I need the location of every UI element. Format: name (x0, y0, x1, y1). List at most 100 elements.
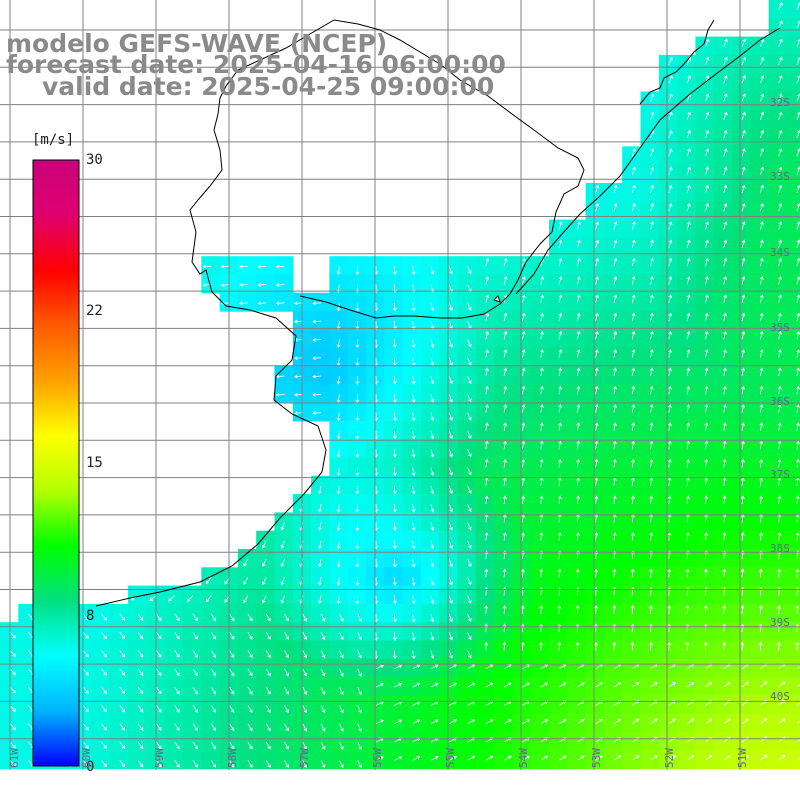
field-cell (659, 55, 678, 74)
field-cell (677, 750, 696, 769)
field-cell (512, 293, 531, 312)
field-cell (659, 256, 678, 275)
field-cell (549, 293, 568, 312)
latitude-label: 36S (770, 395, 790, 408)
wind-speed-field (0, 0, 800, 769)
field-cell (549, 604, 568, 623)
field-cell (604, 348, 623, 367)
field-cell (604, 714, 623, 733)
field-cell (567, 256, 586, 275)
field-cell (567, 421, 586, 440)
field-cell (311, 641, 330, 660)
field-cell (677, 366, 696, 385)
field-cell (256, 750, 275, 769)
field-cell (238, 622, 257, 641)
field-cell (677, 220, 696, 239)
longitude-label: 61W (8, 748, 21, 768)
field-cell (183, 695, 202, 714)
field-cell (512, 494, 531, 513)
field-cell (458, 659, 477, 678)
field-cell (439, 622, 458, 641)
field-cell (311, 567, 330, 586)
field-cell (531, 256, 550, 275)
field-cell (458, 366, 477, 385)
field-cell (659, 458, 678, 477)
field-cell (549, 384, 568, 403)
field-cell (458, 750, 477, 769)
field-cell (421, 641, 440, 660)
field-cell (439, 384, 458, 403)
field-cell (476, 494, 495, 513)
field-cell (677, 732, 696, 751)
longitude-label: 59W (153, 748, 166, 768)
field-cell (439, 458, 458, 477)
field-cell (769, 366, 788, 385)
field-cell (329, 677, 348, 696)
field-cell (604, 494, 623, 513)
field-cell (256, 256, 275, 275)
field-cell (275, 293, 294, 312)
field-cell (494, 750, 513, 769)
field-cell (604, 750, 623, 769)
field-cell (494, 384, 513, 403)
field-cell (604, 220, 623, 239)
field-cell (787, 128, 800, 147)
field-cell (677, 695, 696, 714)
field-cell (750, 165, 769, 184)
field-cell (421, 421, 440, 440)
field-cell (695, 384, 714, 403)
field-cell (641, 732, 660, 751)
field-cell (769, 293, 788, 312)
field-cell (714, 494, 733, 513)
field-cell (458, 384, 477, 403)
field-cell (641, 714, 660, 733)
field-cell (549, 695, 568, 714)
field-cell (714, 146, 733, 165)
field-cell (329, 641, 348, 660)
field-cell (421, 750, 440, 769)
field-cell (183, 750, 202, 769)
field-cell (677, 421, 696, 440)
latitude-label: 37S (770, 468, 790, 481)
field-cell (421, 531, 440, 550)
field-cell (714, 586, 733, 605)
field-cell (494, 732, 513, 751)
field-cell (201, 622, 220, 641)
field-cell (458, 329, 477, 348)
field-cell (769, 348, 788, 367)
field-cell (622, 256, 641, 275)
field-cell (641, 494, 660, 513)
field-cell (567, 531, 586, 550)
field-cell (641, 659, 660, 678)
field-cell (677, 201, 696, 220)
field-cell (714, 567, 733, 586)
field-cell (458, 476, 477, 495)
field-cell (695, 494, 714, 513)
field-cell (641, 256, 660, 275)
field-cell (604, 275, 623, 294)
field-cell (622, 476, 641, 495)
field-cell (512, 329, 531, 348)
field-cell (238, 275, 257, 294)
field-cell (201, 750, 220, 769)
field-cell (201, 641, 220, 660)
field-cell (641, 750, 660, 769)
field-cell (311, 677, 330, 696)
field-cell (458, 439, 477, 458)
field-cell (677, 311, 696, 330)
field-cell (732, 531, 751, 550)
field-cell (695, 92, 714, 111)
field-cell (750, 750, 769, 769)
field-cell (750, 348, 769, 367)
field-cell (512, 348, 531, 367)
field-cell (750, 366, 769, 385)
field-cell (549, 586, 568, 605)
longitude-label: 58W (226, 748, 239, 768)
field-cell (641, 421, 660, 440)
field-cell (421, 622, 440, 641)
latitude-label: 40S (770, 690, 790, 703)
field-cell (494, 677, 513, 696)
field-cell (732, 275, 751, 294)
field-cell (677, 146, 696, 165)
field-cell (622, 458, 641, 477)
